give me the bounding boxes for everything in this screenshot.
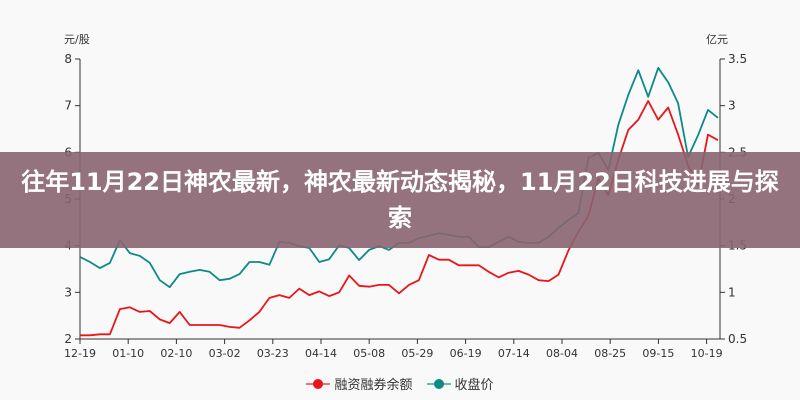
legend: 融资融券余额 收盘价 xyxy=(0,374,800,393)
x-tick-label: 08-25 xyxy=(594,347,626,360)
left-axis-unit: 元/股 xyxy=(64,33,90,46)
x-tick-label: 08-04 xyxy=(546,347,578,360)
article-title: 往年11月22日神农最新，神农最新动态揭秘，11月22日科技进展与探索 xyxy=(21,168,779,232)
left-tick-label: 3 xyxy=(64,285,72,299)
left-tick-label: 7 xyxy=(64,99,72,113)
x-tick-label: 10-19 xyxy=(691,347,723,360)
right-tick-label: 3.5 xyxy=(728,52,747,66)
x-tick-label: 03-02 xyxy=(209,347,241,360)
legend-label: 融资融券余额 xyxy=(334,378,413,393)
x-tick-label: 12-19 xyxy=(64,347,96,360)
x-tick-label: 05-08 xyxy=(353,347,385,360)
x-tick-label: 02-10 xyxy=(160,347,192,360)
left-tick-label: 8 xyxy=(64,52,72,66)
left-tick-label: 2 xyxy=(64,332,72,346)
legend-label: 收盘价 xyxy=(454,378,494,393)
x-tick-label: 03-23 xyxy=(257,347,289,360)
x-tick-label: 09-15 xyxy=(642,347,674,360)
x-tick-label: 04-14 xyxy=(305,347,337,360)
x-tick-label: 07-14 xyxy=(498,347,530,360)
right-tick-label: 1 xyxy=(728,285,736,299)
title-banner: 往年11月22日神农最新，神农最新动态揭秘，11月22日科技进展与探索 xyxy=(0,152,800,248)
legend-item-close-price[interactable]: 收盘价 xyxy=(426,374,494,393)
right-tick-label: 0.5 xyxy=(728,332,747,346)
right-axis-unit: 亿元 xyxy=(706,33,728,46)
legend-marker-icon xyxy=(306,378,331,390)
x-tick-label: 06-19 xyxy=(450,347,482,360)
legend-item-margin-balance[interactable]: 融资融券余额 xyxy=(306,374,413,393)
legend-marker-icon xyxy=(426,378,451,390)
right-tick-label: 3 xyxy=(728,99,736,113)
x-tick-label: 05-29 xyxy=(401,347,433,360)
x-tick-label: 01-10 xyxy=(112,347,144,360)
